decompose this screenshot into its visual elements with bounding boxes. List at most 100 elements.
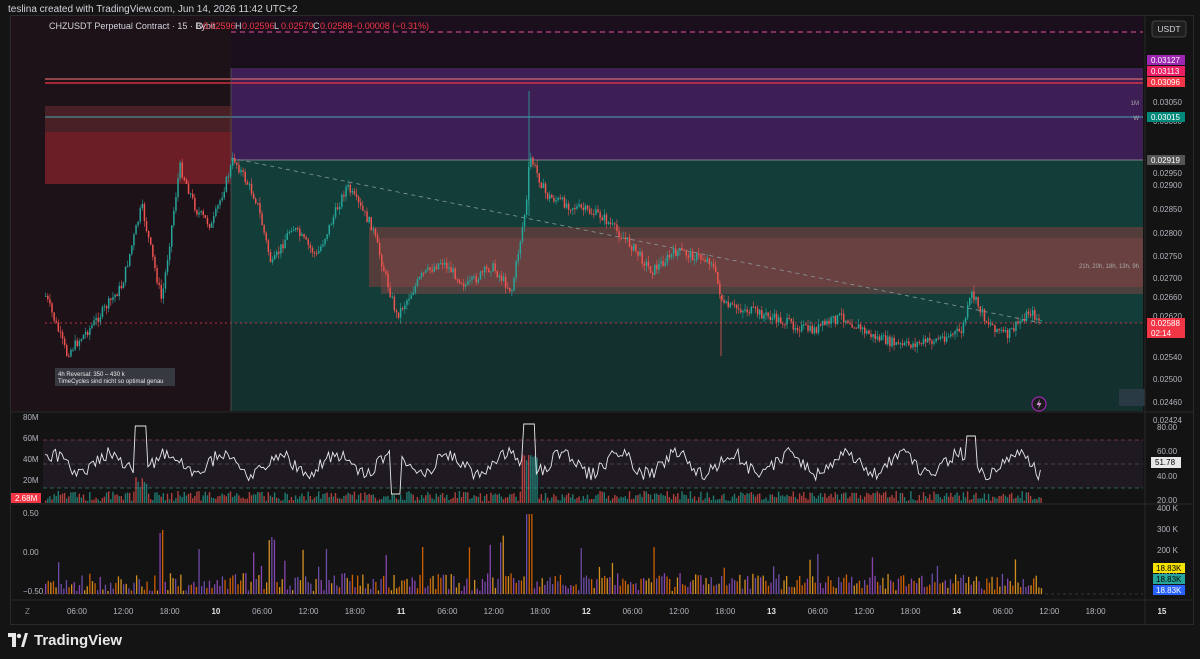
volume-bar	[282, 500, 284, 503]
delta-bar	[879, 585, 881, 594]
volume-bar	[284, 492, 286, 503]
candle-body	[448, 267, 450, 269]
candle-body	[519, 241, 522, 255]
delta-bar	[65, 580, 68, 594]
delta-bar	[502, 535, 504, 594]
delta-bar	[362, 574, 364, 594]
volume-bar	[912, 499, 914, 503]
time-axis[interactable]: 06:00 12:00 18:00 10 06:00 12:00 18:00 11 06:00 1…	[67, 607, 1167, 616]
volume-bar	[620, 496, 622, 503]
volume-bar	[773, 496, 776, 503]
volume-bar	[431, 498, 433, 503]
volume-bar	[219, 495, 221, 503]
delta-bar	[380, 578, 382, 594]
delta-bar	[89, 573, 91, 594]
annotation-box[interactable]	[55, 368, 175, 386]
chart-svg[interactable]: CHZUSDT Perpetual Contract · 15 · Bybit …	[11, 16, 1193, 624]
volume-bar	[301, 493, 303, 503]
volume-bar	[813, 496, 815, 503]
candle-body	[719, 283, 721, 295]
volume-bar	[519, 491, 521, 503]
volume-bar	[110, 499, 112, 503]
volume-bar	[754, 496, 757, 503]
candle-body	[570, 209, 572, 211]
delta-tag: 18.83K	[1156, 586, 1182, 595]
volume-bar	[767, 500, 769, 503]
delta-bar	[921, 575, 923, 594]
time-label: 12	[582, 607, 591, 616]
delta-bar	[250, 581, 252, 594]
rsi-tick: 60.00	[1157, 447, 1178, 456]
candle-body	[309, 244, 312, 248]
cycle-label: 21h, 20h, 18h, 13h, 9h	[1079, 264, 1139, 270]
candle-body	[924, 338, 927, 343]
candle-body	[318, 250, 320, 254]
price-axis[interactable]: 0.030500.030000.029500.029000.028500.028…	[1153, 98, 1182, 425]
candle-body	[891, 337, 893, 347]
volume-bar	[288, 500, 290, 503]
delta-bar	[947, 587, 949, 594]
delta-bar	[240, 580, 242, 594]
delta-bar	[91, 581, 94, 594]
timezone-corner[interactable]: Z	[25, 607, 30, 616]
candle-body	[141, 203, 144, 209]
candle-body	[410, 294, 412, 299]
candle-body	[181, 162, 183, 178]
delta-bar	[383, 576, 385, 594]
delta-bar	[858, 580, 861, 594]
delta-bar	[115, 582, 117, 594]
volume-bar	[729, 500, 731, 503]
volume-bar	[805, 498, 807, 503]
volume-bar	[987, 493, 990, 503]
volume-bar	[194, 495, 196, 503]
candle-body	[389, 287, 391, 297]
tradingview-logo-icon	[8, 633, 28, 647]
candle-body	[935, 338, 937, 342]
delta-bar	[549, 577, 551, 594]
candle-body	[840, 313, 843, 315]
delta-bar	[572, 586, 575, 594]
candle-body	[238, 164, 240, 173]
delta-bar	[1001, 573, 1004, 594]
volume-tick: 20M	[23, 476, 39, 485]
volume-bar	[572, 494, 574, 503]
candle-body	[368, 217, 370, 223]
candle-body	[261, 213, 263, 226]
currency-button[interactable]	[1151, 20, 1187, 38]
candle-body	[376, 235, 379, 243]
tradingview-logo[interactable]: TradingView	[8, 630, 122, 650]
candle-body	[693, 259, 696, 261]
volume-bar	[267, 492, 269, 503]
delta-bar	[123, 584, 125, 594]
time-label: 06:00	[67, 607, 88, 616]
price-tick: 0.02460	[1153, 398, 1182, 407]
volume-bar	[477, 496, 479, 503]
candle-body	[366, 211, 368, 223]
candle-body	[593, 214, 595, 216]
candle-body	[435, 266, 438, 270]
volume-bar	[406, 492, 408, 503]
candle-body	[66, 345, 68, 356]
volume-bar	[225, 496, 227, 503]
volume-bar	[624, 496, 626, 503]
delta-bar	[715, 584, 718, 594]
candle-body	[135, 225, 137, 235]
volume-bar	[824, 493, 826, 503]
candle-body	[313, 252, 316, 254]
candle-body	[336, 207, 339, 210]
candle-body	[1013, 328, 1015, 332]
volume-bar	[864, 496, 866, 503]
price-tick: 0.02950	[1153, 169, 1182, 178]
annotation-line1: 4h Reversal: 350 – 430 k	[58, 372, 126, 378]
volume-bar	[895, 491, 897, 503]
volume-bar	[809, 492, 811, 503]
volume-bar	[416, 496, 419, 503]
delta-bar	[723, 567, 725, 594]
delta-bar	[325, 548, 328, 594]
candle-body	[171, 225, 173, 247]
time-label: 12:00	[1039, 607, 1060, 616]
delta-bar	[102, 589, 104, 594]
volume-bar	[521, 454, 524, 503]
candle-body	[425, 269, 427, 273]
volume-bar	[372, 494, 374, 503]
